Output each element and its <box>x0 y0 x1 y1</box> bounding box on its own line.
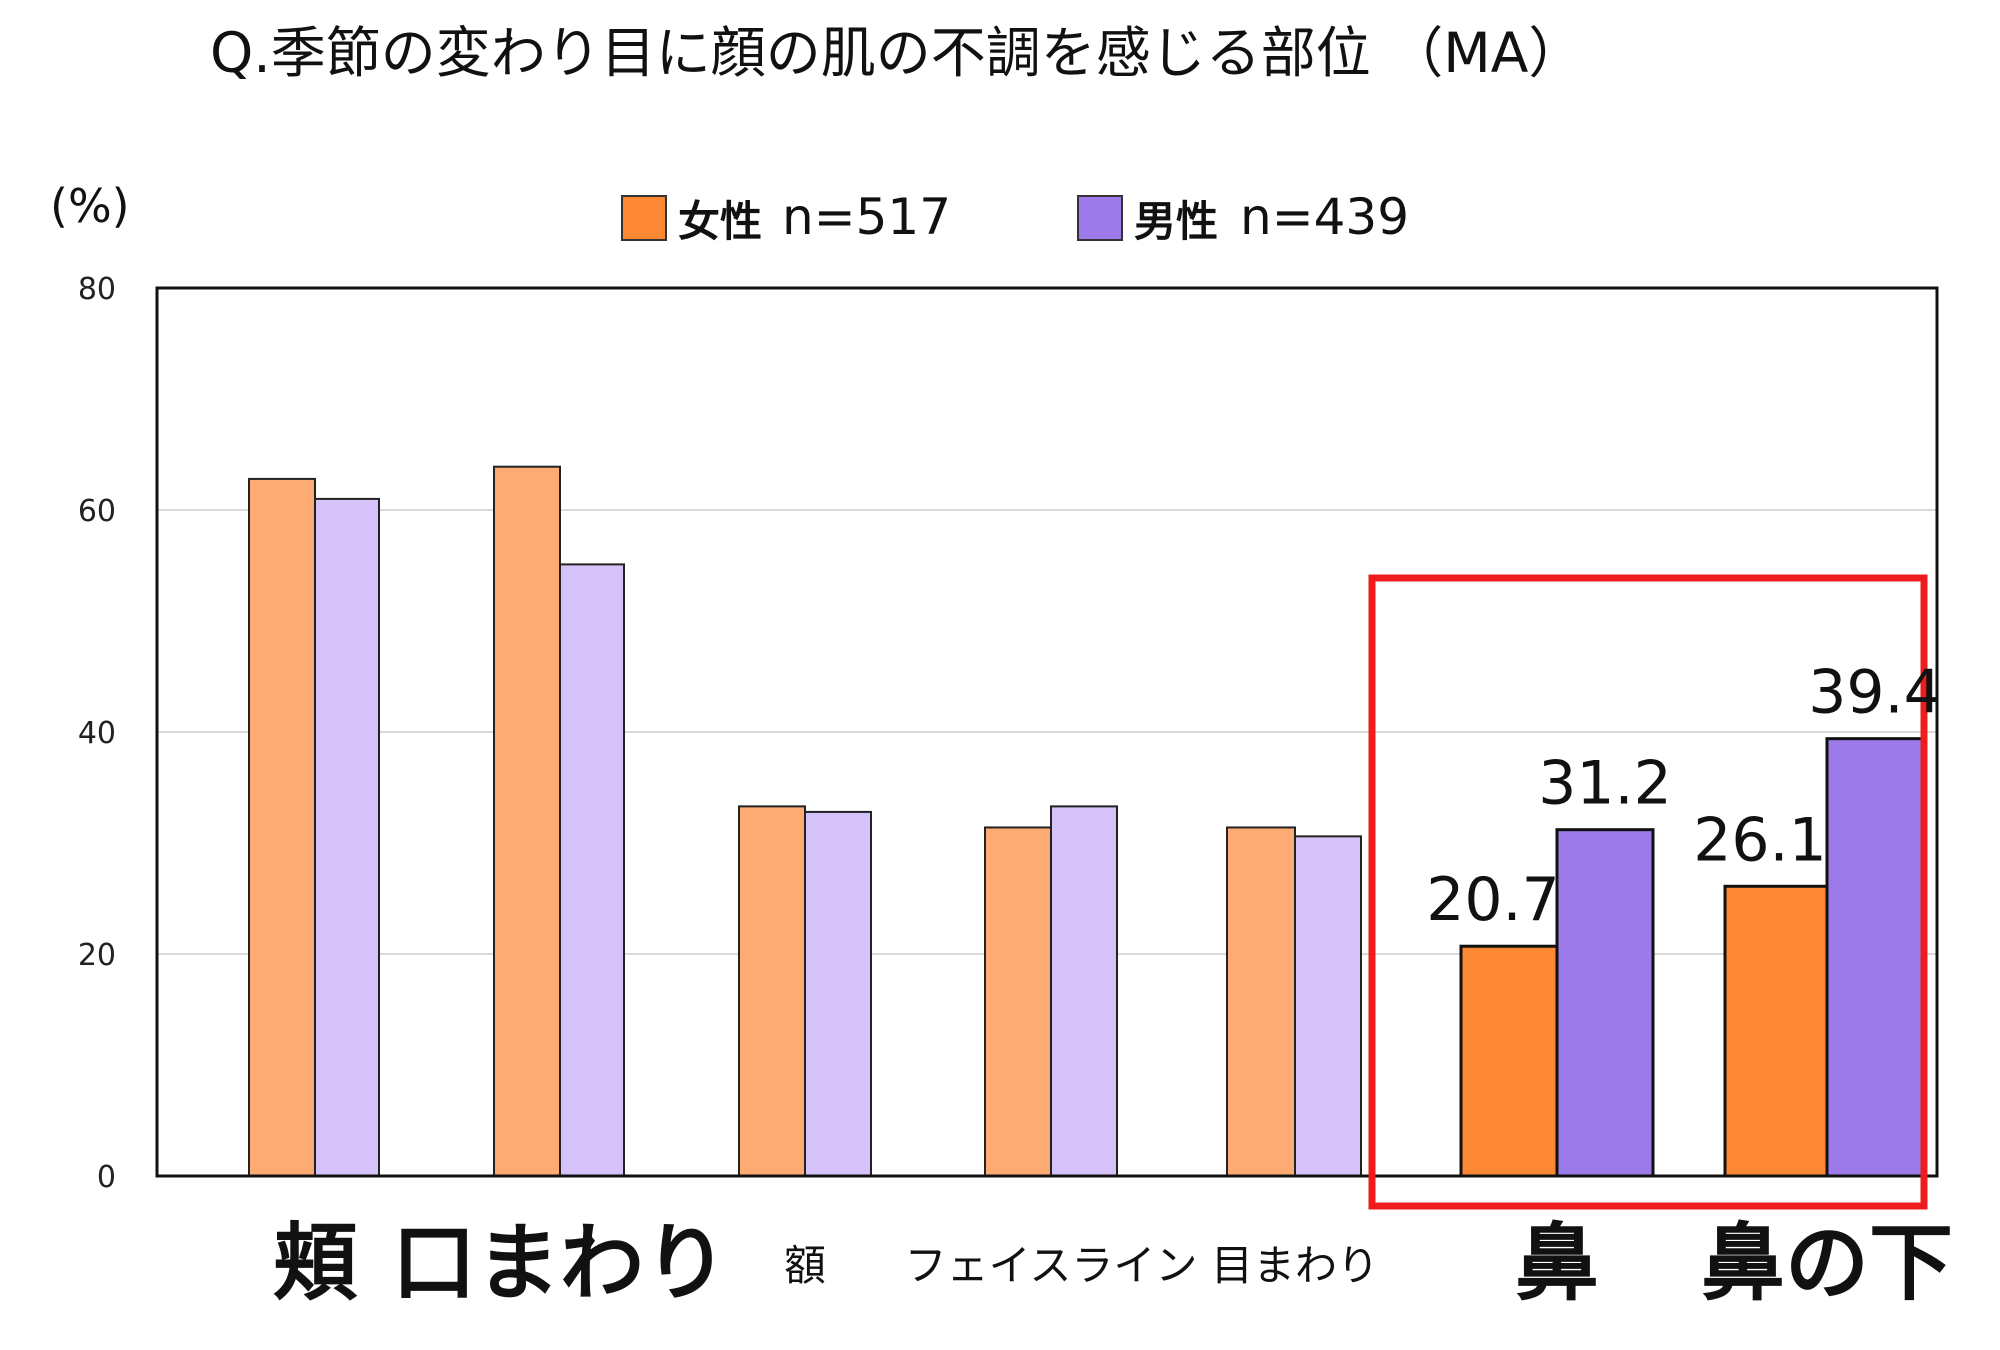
y-tick-label: 40 <box>78 716 116 751</box>
x-category-label: 鼻 <box>1515 1214 1599 1312</box>
x-category-label: 口まわり <box>392 1214 728 1312</box>
legend-label-female: 女性 <box>678 197 762 246</box>
x-category-label: 目まわり <box>1211 1241 1379 1290</box>
data-label: 31.2 <box>1538 749 1672 819</box>
bar-頬-男性 <box>314 497 380 1177</box>
legend-swatch-male <box>1077 195 1123 241</box>
bar-鼻の下-男性 <box>1825 737 1925 1178</box>
data-labels: 20.7 31.2 26.1 39.4 <box>1426 658 1942 936</box>
data-label: 26.1 <box>1693 805 1827 875</box>
bar-口まわり-女性 <box>493 465 561 1177</box>
highlight-box <box>1368 574 1928 1210</box>
x-axis-labels: 頬口まわり 額 フェイスライン 目まわり 鼻 鼻の下 <box>273 1214 1953 1312</box>
x-category-label: 額 <box>784 1241 826 1290</box>
y-tick-label: 20 <box>78 938 116 973</box>
bar-フェイスライン-女性 <box>984 826 1052 1178</box>
bar-額-女性 <box>738 805 806 1177</box>
legend: 女性 n=517 男性 n=439 <box>621 188 1409 246</box>
chart-title: Q.季節の変わり目に顔の肌の不調を感じる部位 （MA） <box>210 21 1583 85</box>
legend-n-female: n=517 <box>782 188 951 246</box>
bar-鼻-男性 <box>1555 828 1655 1178</box>
bar-鼻-女性 <box>1459 944 1559 1178</box>
bar-額-男性 <box>804 810 872 1177</box>
bar-目まわり-女性 <box>1226 826 1296 1178</box>
y-tick-label: 60 <box>78 494 116 529</box>
y-axis-unit: (%) <box>50 179 130 233</box>
legend-swatch-female <box>621 195 667 241</box>
legend-label-male: 男性 <box>1134 197 1218 246</box>
bars <box>248 465 1925 1178</box>
data-label: 20.7 <box>1426 865 1560 935</box>
x-category-label: 鼻の下 <box>1701 1214 1953 1312</box>
legend-n-male: n=439 <box>1240 188 1409 246</box>
bar-口まわり-男性 <box>559 563 625 1177</box>
y-tick-label: 0 <box>97 1160 116 1195</box>
bar-頬-女性 <box>248 477 316 1178</box>
x-category-label: フェイスライン <box>905 1241 1198 1290</box>
bar-フェイスライン-男性 <box>1050 805 1118 1177</box>
x-category-label: 頬 <box>273 1214 358 1312</box>
data-label: 39.4 <box>1808 658 1942 728</box>
y-tick-label: 80 <box>78 272 116 307</box>
bar-目まわり-男性 <box>1294 835 1362 1178</box>
y-axis-ticks: 0 20 40 60 80 <box>78 272 116 1195</box>
bar-鼻の下-女性 <box>1723 884 1829 1178</box>
